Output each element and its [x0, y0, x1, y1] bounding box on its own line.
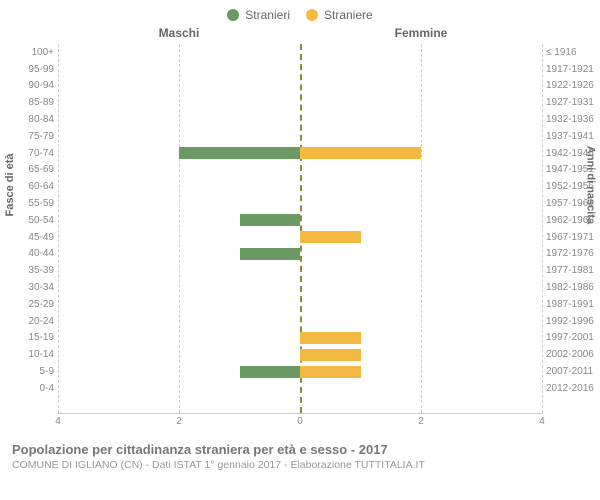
- bar-male: [240, 214, 301, 226]
- chart-row: 65-691947-1951: [58, 162, 542, 179]
- y-right-tick: 1992-1996: [546, 316, 598, 327]
- y-right-tick: 1977-1981: [546, 265, 598, 276]
- y-right-tick: 1947-1951: [546, 164, 598, 175]
- y-left-tick: 40-44: [18, 248, 54, 259]
- y-left-tick: 50-54: [18, 215, 54, 226]
- chart-row: 75-791937-1941: [58, 128, 542, 145]
- chart-row: 90-941922-1926: [58, 78, 542, 95]
- y-right-tick: 1962-1966: [546, 215, 598, 226]
- chart-row: 20-241992-1996: [58, 313, 542, 330]
- column-headers: Maschi Femmine: [58, 26, 542, 40]
- legend: Stranieri Straniere: [0, 0, 600, 26]
- chart-row: 100+≤ 1916: [58, 44, 542, 61]
- x-tick: 4: [539, 416, 545, 427]
- chart-row: 70-741942-1946: [58, 145, 542, 162]
- swatch-f: [306, 9, 318, 21]
- x-tick: 2: [176, 416, 182, 427]
- chart-row: 50-541962-1966: [58, 212, 542, 229]
- chart-row: 60-641952-1956: [58, 178, 542, 195]
- y-left-tick: 15-19: [18, 332, 54, 343]
- y-left-tick: 45-49: [18, 232, 54, 243]
- y-right-tick: 1917-1921: [546, 64, 598, 75]
- y-left-tick: 30-34: [18, 282, 54, 293]
- chart-row: 95-991917-1921: [58, 61, 542, 78]
- chart-row: 80-841932-1936: [58, 111, 542, 128]
- chart-row: 30-341982-1986: [58, 279, 542, 296]
- chart-subtitle: COMUNE DI IGLIANO (CN) - Dati ISTAT 1° g…: [12, 459, 588, 471]
- chart-row: 5-92007-2011: [58, 363, 542, 380]
- x-tick: 4: [55, 416, 61, 427]
- col-header-female: Femmine: [300, 26, 542, 40]
- y-right-tick: 1922-1926: [546, 80, 598, 91]
- footer: Popolazione per cittadinanza straniera p…: [0, 432, 600, 471]
- y-left-tick: 10-14: [18, 349, 54, 360]
- y-left-tick: 5-9: [18, 366, 54, 377]
- y-left-tick: 75-79: [18, 131, 54, 142]
- gridline: [542, 44, 543, 413]
- y-axis-title-left: Fasce di età: [4, 154, 16, 217]
- chart-row: 25-291987-1991: [58, 296, 542, 313]
- y-left-tick: 60-64: [18, 181, 54, 192]
- chart-title: Popolazione per cittadinanza straniera p…: [12, 442, 588, 457]
- y-right-tick: 1967-1971: [546, 232, 598, 243]
- legend-item-f: Straniere: [306, 8, 373, 22]
- y-right-tick: 2007-2011: [546, 366, 598, 377]
- y-left-tick: 20-24: [18, 316, 54, 327]
- bar-male: [240, 366, 301, 378]
- plot-area: 100+≤ 191695-991917-192190-941922-192685…: [58, 44, 542, 414]
- y-right-tick: 1957-1961: [546, 198, 598, 209]
- y-right-tick: 1987-1991: [546, 299, 598, 310]
- bar-female: [300, 231, 361, 243]
- y-left-tick: 25-29: [18, 299, 54, 310]
- y-left-tick: 95-99: [18, 64, 54, 75]
- chart-row: 10-142002-2006: [58, 346, 542, 363]
- y-right-tick: 1937-1941: [546, 131, 598, 142]
- chart-row: 40-441972-1976: [58, 246, 542, 263]
- y-right-tick: 2012-2016: [546, 383, 598, 394]
- legend-item-m: Stranieri: [227, 8, 290, 22]
- chart-row: 85-891927-1931: [58, 94, 542, 111]
- y-left-tick: 90-94: [18, 80, 54, 91]
- legend-label-m: Stranieri: [245, 8, 290, 22]
- y-left-tick: 0-4: [18, 383, 54, 394]
- bar-male: [240, 248, 301, 260]
- chart-row: 55-591957-1961: [58, 195, 542, 212]
- y-right-tick: 1932-1936: [546, 114, 598, 125]
- bar-female: [300, 332, 361, 344]
- chart-row: 15-191997-2001: [58, 330, 542, 347]
- y-right-tick: 2002-2006: [546, 349, 598, 360]
- y-right-tick: 1942-1946: [546, 148, 598, 159]
- bar-female: [300, 349, 361, 361]
- x-tick: 2: [418, 416, 424, 427]
- y-left-tick: 100+: [18, 47, 54, 58]
- legend-label-f: Straniere: [324, 8, 373, 22]
- y-left-tick: 55-59: [18, 198, 54, 209]
- population-pyramid-chart: 100+≤ 191695-991917-192190-941922-192685…: [58, 44, 542, 414]
- swatch-m: [227, 9, 239, 21]
- bar-female: [300, 366, 361, 378]
- y-left-tick: 65-69: [18, 164, 54, 175]
- y-left-tick: 80-84: [18, 114, 54, 125]
- bar-female: [300, 147, 421, 159]
- chart-row: 35-391977-1981: [58, 262, 542, 279]
- y-right-tick: 1952-1956: [546, 181, 598, 192]
- y-left-tick: 85-89: [18, 97, 54, 108]
- y-right-tick: ≤ 1916: [546, 47, 598, 58]
- y-left-tick: 70-74: [18, 148, 54, 159]
- x-tick: 0: [297, 416, 303, 427]
- x-axis: 4 2 0 2 4: [58, 414, 542, 432]
- bar-male: [179, 147, 300, 159]
- chart-row: 45-491967-1971: [58, 229, 542, 246]
- y-left-tick: 35-39: [18, 265, 54, 276]
- y-right-tick: 1972-1976: [546, 248, 598, 259]
- chart-row: 0-42012-2016: [58, 380, 542, 397]
- y-right-tick: 1997-2001: [546, 332, 598, 343]
- y-right-tick: 1982-1986: [546, 282, 598, 293]
- col-header-male: Maschi: [58, 26, 300, 40]
- y-right-tick: 1927-1931: [546, 97, 598, 108]
